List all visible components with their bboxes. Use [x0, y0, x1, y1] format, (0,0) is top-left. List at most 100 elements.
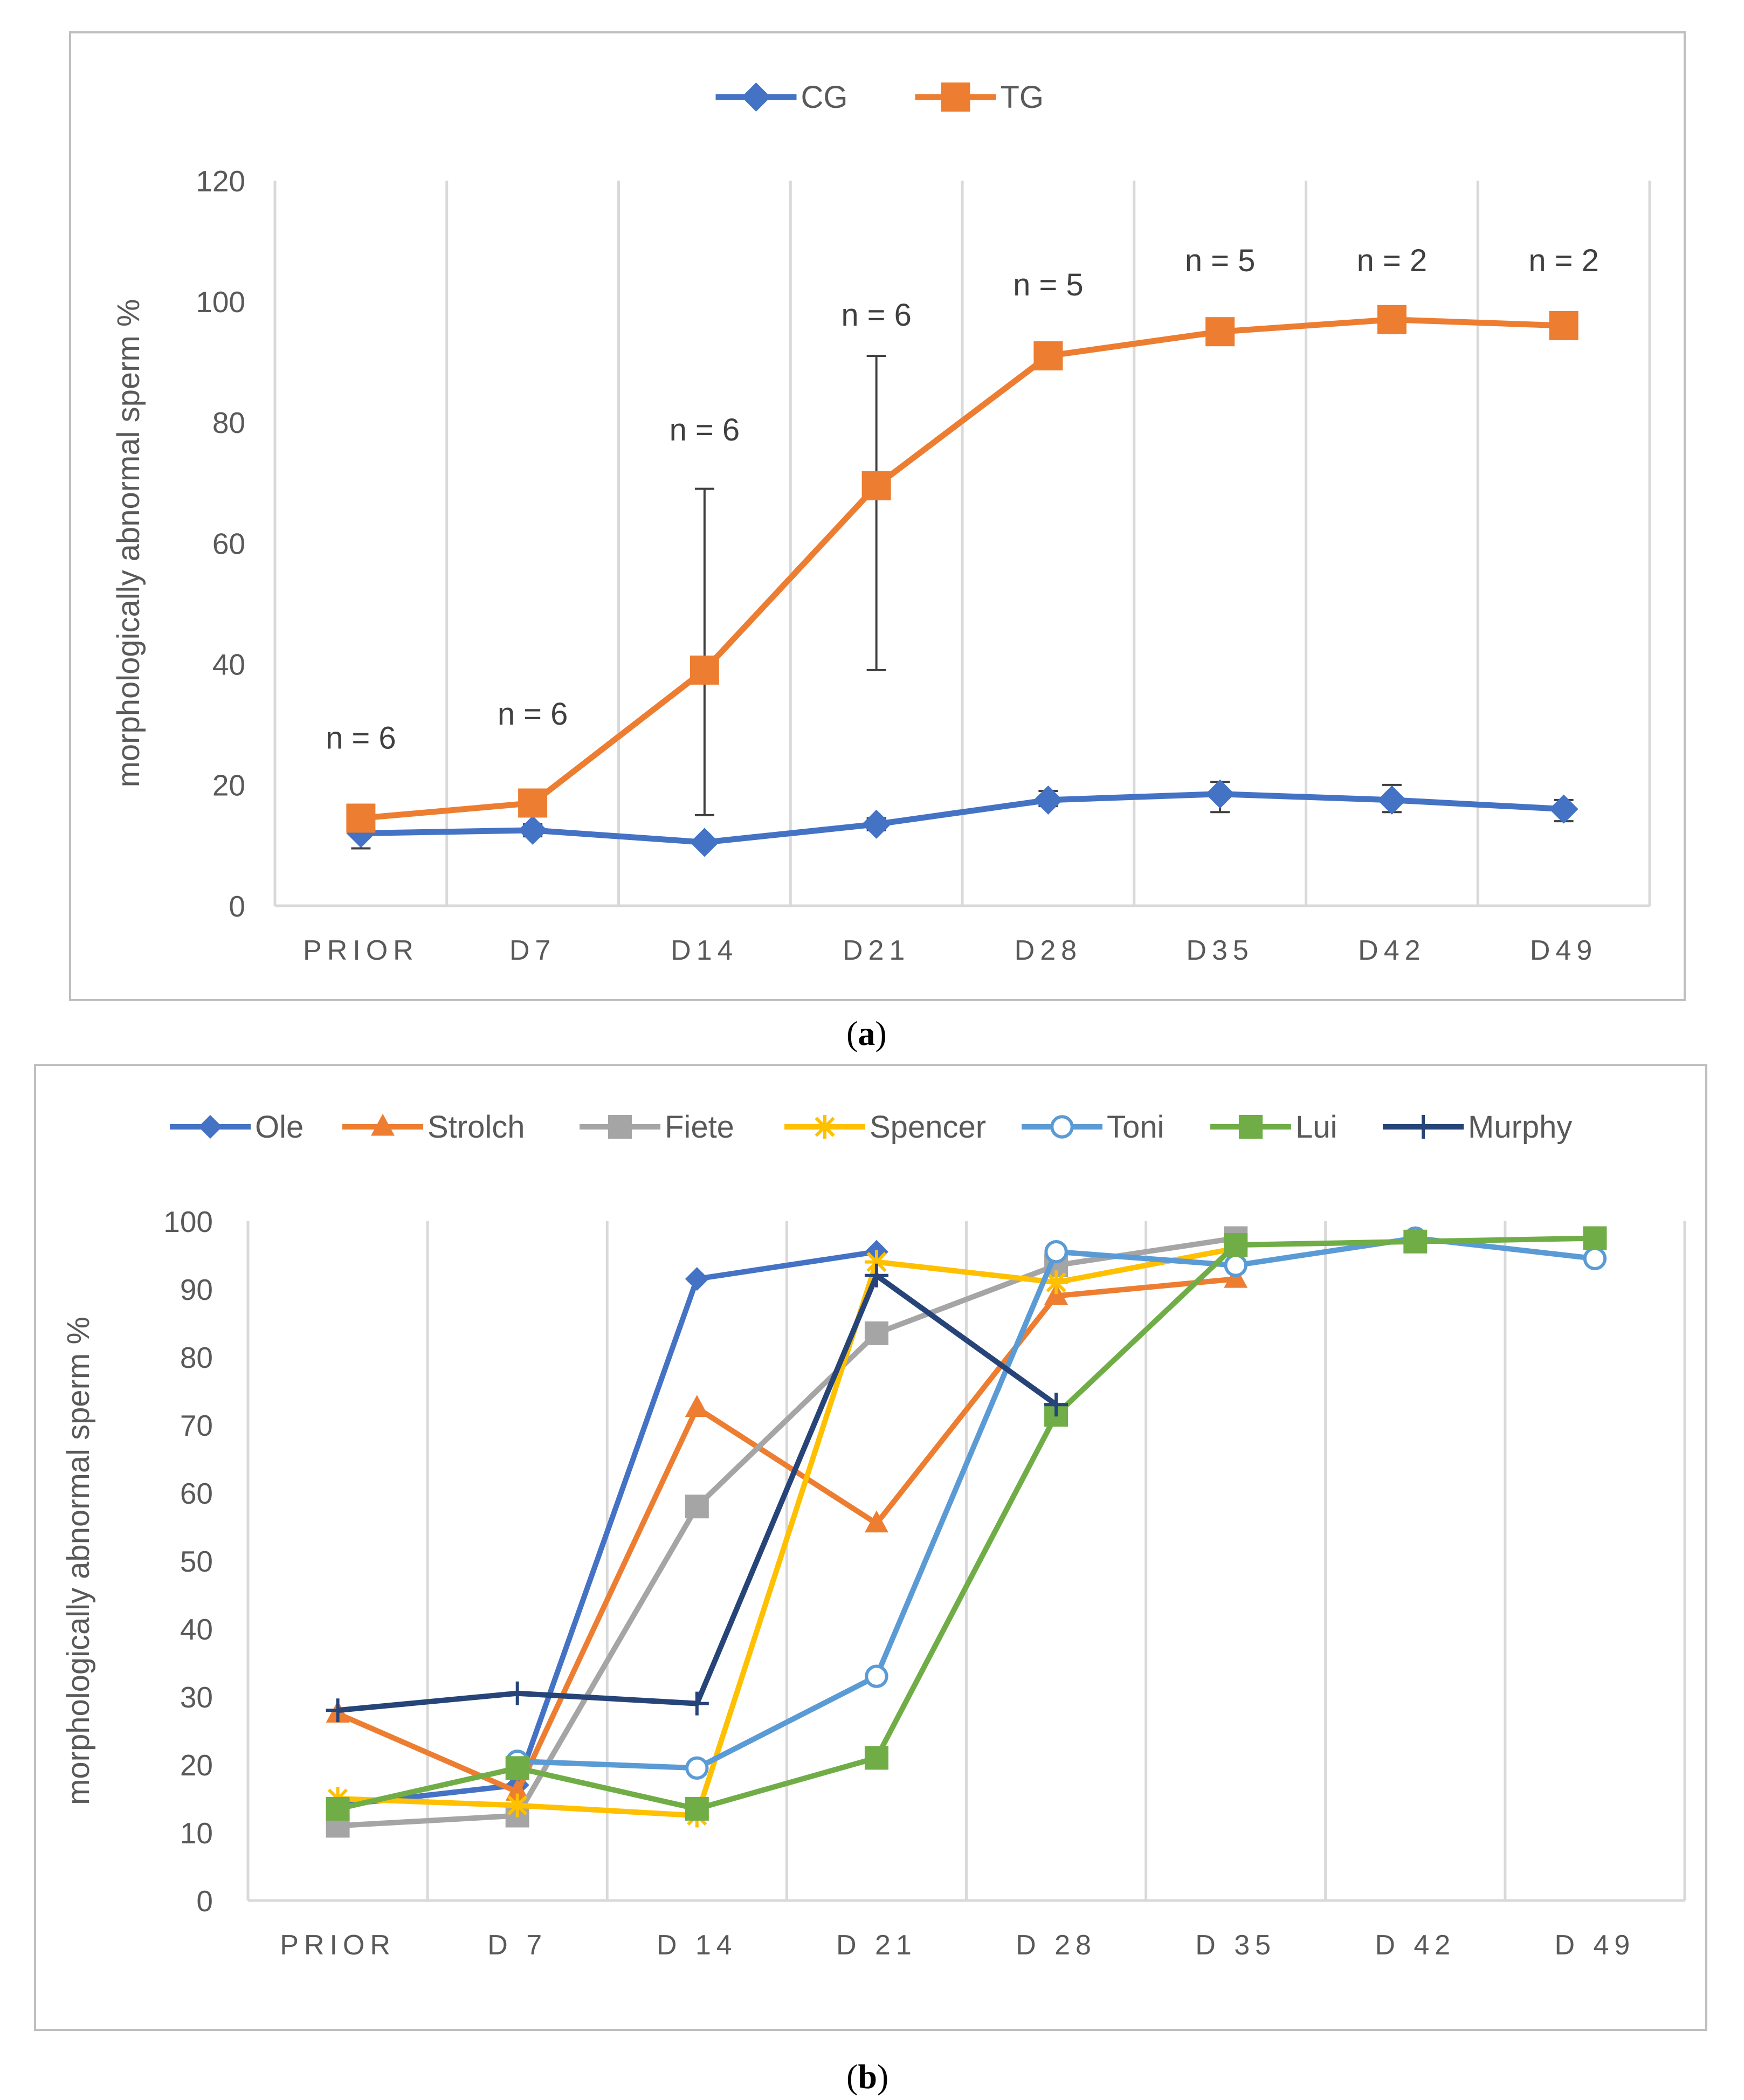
panel-b-series-murphy-point — [326, 1698, 350, 1723]
panel-b-y-tick-label: 60 — [180, 1477, 213, 1510]
panel-b-series-toni-point — [865, 1664, 888, 1688]
panel-a-series-cg-point — [861, 809, 891, 839]
panel-a-y-tick-label: 0 — [229, 890, 245, 923]
panel-a-n-annotation: n = 2 — [1357, 243, 1428, 278]
panel-a-series-tg-point — [690, 655, 719, 685]
panel-b-y-tick-label: 30 — [180, 1681, 213, 1714]
panel-a-n-annotation: n = 2 — [1528, 243, 1599, 278]
panel-a-legend-tg-label: TG — [1001, 80, 1044, 115]
panel-b-x-tick-label: D 14 — [657, 1930, 737, 1961]
panel-b-legend-fiete-label: Fiete — [665, 1110, 734, 1145]
panel-b-series-toni-point — [1583, 1247, 1607, 1271]
panel-a-y-tick-label: 60 — [212, 527, 245, 560]
panel-b-series-murphy-point — [505, 1681, 529, 1705]
panel-b-series-lui-point — [1403, 1229, 1428, 1254]
panel-a-series-cg-point — [1033, 785, 1063, 815]
panel-b-legend-spencer-label: Spencer — [870, 1110, 986, 1145]
panel-a-series-cg-point — [1549, 794, 1578, 824]
panel-a-legend-cg-marker — [741, 82, 771, 112]
panel-a-y-axis-label: morphologically abnormal sperm % — [111, 299, 146, 788]
panel-b-x-tick-label: D 49 — [1555, 1930, 1636, 1961]
panel-b-legend-spencer-marker — [813, 1115, 837, 1139]
panel-a-series-tg-line — [360, 316, 1564, 821]
panel-b-series-murphy-point — [1044, 1393, 1069, 1417]
panel-b-series-spencer-line — [337, 1245, 1237, 1819]
panel-a-x-tick-label: D21 — [843, 935, 910, 966]
panel-b-legend-fiete-marker — [608, 1115, 632, 1139]
panel-a-series-cg-point — [1205, 779, 1235, 809]
panel-b-x-tick-label: D 7 — [487, 1930, 547, 1961]
panel-b-y-axis-label: morphologically abnormal sperm % — [61, 1317, 96, 1805]
panel-a-series-tg-point — [1205, 317, 1235, 347]
panel-a-legend-cg-label: CG — [801, 80, 848, 115]
panel-a-n-annotation: n = 5 — [1013, 267, 1084, 302]
panel-a-series-tg-point — [1549, 311, 1578, 340]
panel-a-x-tick-label: D42 — [1358, 935, 1425, 966]
panel-a-series-cg-point — [1377, 785, 1407, 815]
panel-b-legend-spencer-marker-stroke — [815, 1117, 835, 1137]
panel-b-series-spencer-point — [1044, 1270, 1069, 1295]
panel-b-series-spencer-point-stroke — [866, 1251, 887, 1272]
panel-b-x-tick-label: D 42 — [1375, 1930, 1456, 1961]
panel-a-series-tg-point — [346, 803, 376, 833]
panel-label-a: (a) — [846, 1014, 887, 1052]
panel-label-b: (b) — [846, 2057, 889, 2096]
panel-b-y-tick-label: 10 — [180, 1816, 213, 1850]
panel-b-series-strolch-point — [864, 1510, 888, 1533]
panel-b-legend-toni-label: Toni — [1107, 1110, 1164, 1145]
panel-b-legend-toni-marker — [1050, 1115, 1074, 1139]
panel-b-y-tick-label: 20 — [180, 1748, 213, 1782]
panel-a-series-cg-point — [690, 828, 719, 857]
panel-b-legend-ole-label: Ole — [255, 1110, 304, 1145]
panel-a-y-tick-label: 20 — [212, 769, 245, 802]
panel-a-y-tick-label: 100 — [196, 285, 245, 319]
panel-b-legend-strolch-label: Strolch — [428, 1110, 525, 1145]
panel-a-n-annotation: n = 5 — [1185, 243, 1256, 278]
panel-b-series-lui-point — [685, 1796, 709, 1821]
panel-b-series-strolch-line — [336, 1276, 1236, 1795]
panel-a-x-tick-label: PRIOR — [303, 935, 419, 966]
panel-a-n-annotation: n = 6 — [841, 298, 912, 333]
panel-b-legend-lui-label: Lui — [1295, 1110, 1337, 1145]
panel-b-legend-ole-marker — [198, 1115, 222, 1139]
panel-b-series-lui-point — [1224, 1233, 1248, 1257]
panel-a-y-tick-label: 40 — [212, 648, 245, 681]
panel-b-series-fiete-line — [337, 1235, 1236, 1829]
panel-a-x-tick-label: D49 — [1530, 935, 1597, 966]
panel-b-x-tick-label: D 21 — [836, 1930, 917, 1961]
panel-b-series-strolch-point — [685, 1395, 709, 1417]
panel-b-series-lui-point — [326, 1796, 350, 1821]
panel-b-series-spencer-point-stroke — [507, 1795, 528, 1816]
panel-b-series-spencer-point — [505, 1793, 529, 1817]
panel-b-series-toni-point — [1224, 1254, 1247, 1277]
panel-b-y-tick-label: 90 — [180, 1273, 213, 1306]
panel-b-series-lui-line — [337, 1235, 1595, 1812]
panel-a-legend-tg-marker — [941, 82, 970, 112]
panel-a-x-tick-label: D35 — [1186, 935, 1253, 966]
panel-a-n-annotation: n = 6 — [326, 721, 396, 756]
panel-a-y-tick-label: 120 — [196, 164, 245, 198]
panel-a-x-tick-label: D7 — [509, 935, 556, 966]
panel-b-legend-strolch-marker — [371, 1113, 395, 1136]
panel-a-series-tg-point — [1033, 341, 1063, 371]
panel-b-series-ole-point — [685, 1267, 709, 1291]
panel-b-series-ole-line — [337, 1249, 877, 1808]
panel-b-series-lui-point — [1583, 1226, 1607, 1250]
panel-a-x-tick-label: D28 — [1015, 935, 1082, 966]
panel-b-y-tick-label: 50 — [180, 1545, 213, 1578]
panel-b-x-tick-label: D 28 — [1016, 1930, 1097, 1961]
panel-b-series-strolch-point — [505, 1779, 529, 1801]
panel-b-y-tick-label: 70 — [180, 1409, 213, 1442]
panel-b-series-murphy-point — [864, 1263, 888, 1287]
panel-a-y-tick-label: 80 — [212, 406, 245, 439]
panel-b-legend-lui-marker — [1239, 1115, 1263, 1139]
panel-b-chart-frame — [34, 1064, 1707, 2031]
panel-a-series-tg-point — [861, 471, 891, 501]
panel-b-series-toni-point — [1044, 1240, 1068, 1264]
panel-b-series-fiete-point — [685, 1495, 709, 1519]
panel-b-y-tick-label: 40 — [180, 1613, 213, 1646]
panel-b-series-lui-point — [864, 1746, 888, 1770]
panel-a-series-cg-point — [518, 815, 548, 845]
panel-b-y-tick-label: 100 — [163, 1205, 213, 1238]
